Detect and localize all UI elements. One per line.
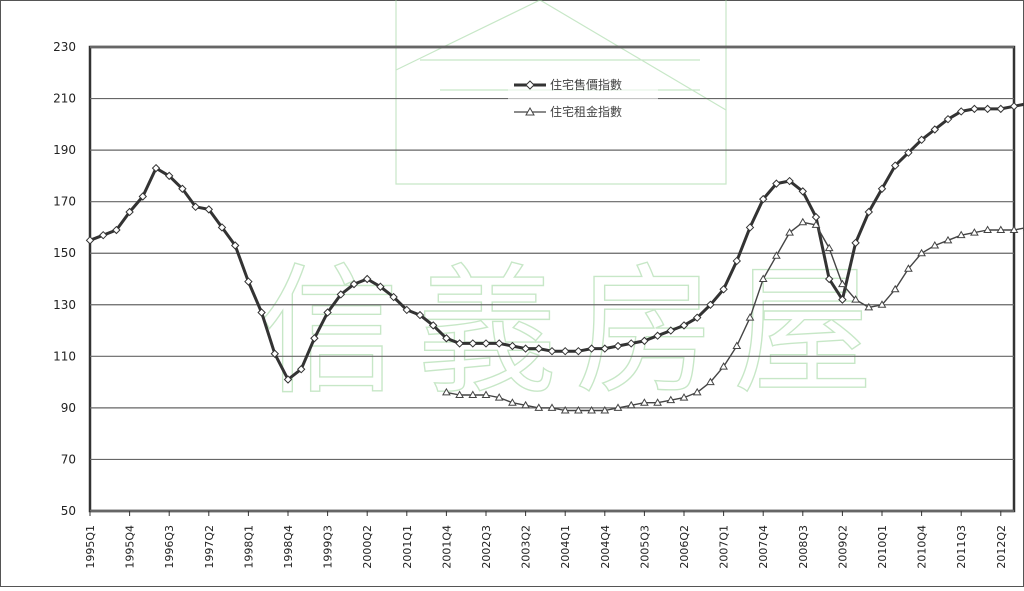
- x-tick-label: 2004Q4: [599, 525, 612, 569]
- x-tick-label: 1997Q2: [203, 525, 216, 569]
- y-tick-label: 170: [53, 195, 76, 209]
- x-tick-label: 2006Q2: [678, 525, 691, 569]
- x-tick-label: 1998Q1: [242, 525, 255, 569]
- x-tick-label: 1999Q3: [322, 525, 335, 569]
- x-tick-label: 2003Q2: [520, 525, 533, 569]
- x-tick-label: 2012Q2: [995, 525, 1008, 569]
- x-tick-label: 2001Q4: [440, 525, 453, 569]
- x-tick-label: 2008Q3: [797, 525, 810, 569]
- legend-label-sale: 住宅售價指數: [550, 77, 622, 92]
- y-tick-label: 70: [61, 452, 76, 466]
- y-tick-label: 110: [53, 349, 76, 363]
- x-tick-label: 1995Q1: [84, 525, 97, 569]
- watermark-text: 信義房屋: [259, 251, 891, 414]
- legend: 住宅售價指數 住宅租金指數: [508, 74, 658, 124]
- x-tick-label: 2011Q3: [955, 525, 968, 569]
- x-tick-label: 2004Q1: [559, 525, 572, 569]
- y-tick-label: 210: [53, 92, 76, 106]
- y-tick-label: 50: [61, 504, 76, 518]
- y-tick-label: 150: [53, 246, 76, 260]
- x-tick-label: 2010Q1: [876, 525, 889, 569]
- x-tick-label: 1995Q4: [124, 525, 137, 569]
- y-tick-label: 90: [61, 401, 76, 415]
- legend-label-rent: 住宅租金指數: [550, 104, 622, 119]
- x-tick-label: 2007Q4: [757, 525, 770, 569]
- x-tick-label: 2007Q1: [718, 525, 731, 569]
- x-tick-label: 1998Q4: [282, 525, 295, 569]
- x-tick-label: 2000Q2: [361, 525, 374, 569]
- x-tick-label: 1996Q3: [163, 525, 176, 569]
- x-tick-label: 2001Q1: [401, 525, 414, 569]
- x-tick-label: 2002Q3: [480, 525, 493, 569]
- y-tick-label: 130: [53, 298, 76, 312]
- x-tick-label: 2009Q2: [836, 525, 849, 569]
- y-tick-label: 230: [53, 40, 76, 54]
- x-tick-label: 2010Q4: [916, 525, 929, 569]
- x-tick-label: 2005Q3: [638, 525, 651, 569]
- y-tick-label: 190: [53, 143, 76, 157]
